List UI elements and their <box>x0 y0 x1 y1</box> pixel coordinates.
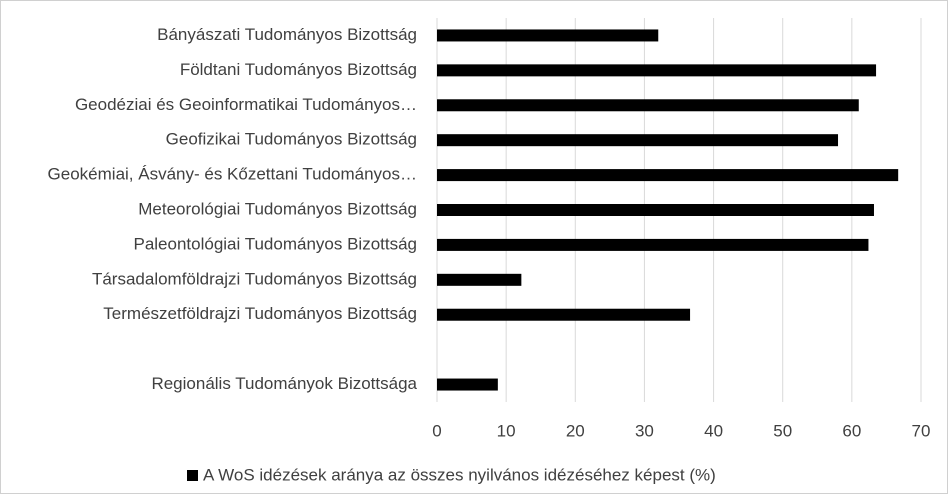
bar <box>437 169 899 182</box>
y-tick-label: Földtani Tudományos Bizottság <box>180 60 417 79</box>
y-tick-label: Paleontológiai Tudományos Bizottság <box>133 234 417 253</box>
bar <box>437 273 522 286</box>
bar <box>437 99 859 112</box>
legend-label: A WoS idézések aránya az összes nyilváno… <box>203 465 716 484</box>
bar <box>437 29 659 42</box>
bar <box>437 134 839 147</box>
x-tick-label: 0 <box>432 421 441 440</box>
bar <box>437 378 498 391</box>
x-tick-label: 20 <box>566 421 585 440</box>
x-tick-label: 50 <box>773 421 792 440</box>
x-tick-label: 40 <box>704 421 723 440</box>
y-tick-label: Meteorológiai Tudományos Bizottság <box>138 199 417 218</box>
bar <box>437 238 869 251</box>
y-tick-label: Természetföldrajzi Tudományos Bizottság <box>103 304 417 323</box>
x-tick-label: 60 <box>842 421 861 440</box>
y-tick-label: Geofizikai Tudományos Bizottság <box>166 130 417 149</box>
x-tick-label: 30 <box>635 421 654 440</box>
y-tick-label: Társadalomföldrajzi Tudományos Bizottság <box>92 269 417 288</box>
y-tick-label: Regionális Tudományok Bizottsága <box>151 374 417 393</box>
y-tick-label: Geodéziai és Geoinformatikai Tudományos… <box>75 95 417 114</box>
y-tick-label: Geokémiai, Ásvány- és Kőzettani Tudomány… <box>48 165 417 184</box>
bar <box>437 308 691 321</box>
x-tick-label: 70 <box>912 421 931 440</box>
y-tick-label: Bányászati Tudományos Bizottság <box>157 25 417 44</box>
x-tick-label: 10 <box>497 421 516 440</box>
bar <box>437 204 874 216</box>
legend-swatch <box>187 470 198 481</box>
bar <box>437 64 877 77</box>
